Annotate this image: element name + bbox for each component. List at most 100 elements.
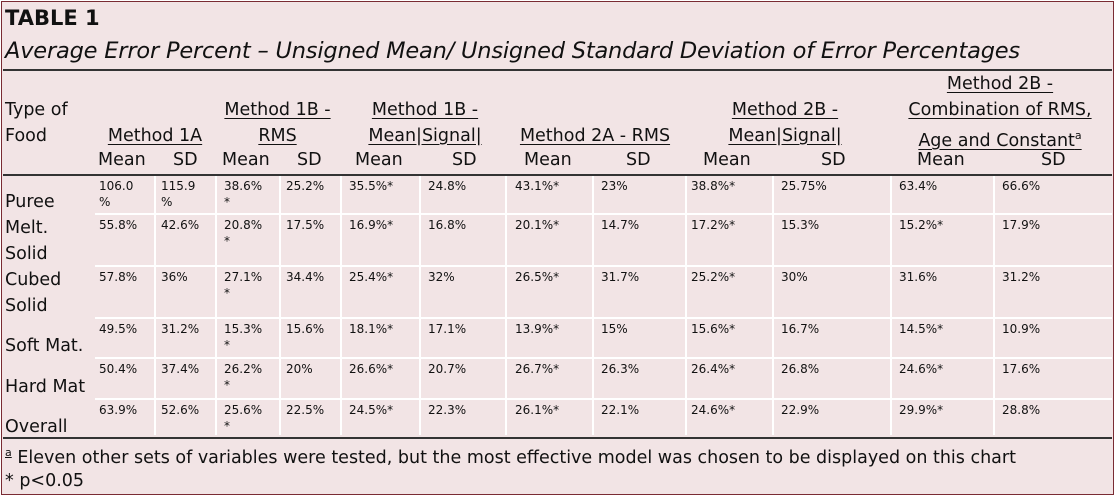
table-cell: 22.3%	[428, 403, 467, 417]
table-cell: 15.2%*	[899, 218, 944, 232]
grid-vline	[340, 176, 342, 435]
table-cell: 15.6%*	[691, 322, 736, 336]
table-cell: 24.6%*	[691, 403, 736, 417]
table-cell: 31.6%	[899, 270, 938, 284]
method-2a-header: Method 2A - RMS	[519, 126, 671, 146]
subheader-mean: Mean	[355, 150, 403, 170]
grid-vline	[592, 176, 594, 435]
table-cell: 26.1%*	[515, 403, 560, 417]
grid-vline	[154, 176, 156, 435]
table-cell: 15%	[601, 322, 628, 336]
caption-rule	[3, 69, 1112, 71]
table-cell: 35.5%*	[349, 179, 394, 193]
table-cell: 26.6%*	[349, 362, 394, 376]
table-cell: 22.1%	[601, 403, 640, 417]
table-cell: 26.4%*	[691, 362, 736, 376]
grid-hline	[95, 213, 1112, 215]
table-cell: 17.9%	[1002, 218, 1041, 232]
grid-vline	[279, 176, 281, 435]
table-cell: 16.7%	[781, 322, 820, 336]
table-cell: 43.1%*	[515, 179, 560, 193]
subheader-mean: Mean	[703, 150, 751, 170]
grid-vline	[993, 176, 995, 435]
table-cell: 26.8%	[781, 362, 820, 376]
method-2b-combo-header-3-text: Age and Constant	[918, 130, 1075, 151]
table-cell: 36%	[161, 270, 188, 284]
table-cell: 27.1% *	[224, 270, 263, 300]
subheader-mean: Mean	[917, 150, 965, 170]
table-cell: 14.7%	[601, 218, 640, 232]
table-cell: 25.2%	[286, 179, 325, 193]
method-1b-mean-header-2: Mean|Signal|	[368, 126, 482, 146]
table-cell: 17.5%	[286, 218, 325, 232]
table-cell: 37.4%	[161, 362, 200, 376]
table-cell: 49.5%	[99, 322, 138, 336]
grid-hline	[95, 398, 1112, 400]
table-cell: 31.2%	[1002, 270, 1041, 284]
grid-vline	[419, 176, 421, 435]
subheader-sd: SD	[297, 150, 322, 170]
table-cell: 26.5%*	[515, 270, 560, 284]
table-cell: 32%	[428, 270, 455, 284]
table-cell: 28.8%	[1002, 403, 1041, 417]
table-cell: 38.6% *	[224, 179, 263, 209]
method-1a-header: Method 1A	[107, 126, 203, 146]
table-cell: 42.6%	[161, 218, 200, 232]
table-cell: 22.9%	[781, 403, 820, 417]
table-cell: 16.9%*	[349, 218, 394, 232]
row-label-soft-mat: Soft Mat.	[5, 336, 84, 356]
row-label-cubed-solid-2: Solid	[5, 296, 48, 316]
table-cell: 26.7%*	[515, 362, 560, 376]
table-label: TABLE 1	[5, 6, 100, 30]
row-label-puree: Puree	[5, 192, 55, 212]
table-cell: 17.2%*	[691, 218, 736, 232]
footnote-a: a Eleven other sets of variables were te…	[5, 446, 1016, 468]
method-2b-combo-header-3: Age and Constanta	[890, 123, 1110, 154]
subheader-sd: SD	[173, 150, 198, 170]
table-cell: 25.75%	[781, 179, 827, 193]
table-cell: 63.9%	[99, 403, 138, 417]
method-2b-mean-header-1: Method 2B -	[731, 100, 839, 120]
table-cell: 31.7%	[601, 270, 640, 284]
subheader-sd: SD	[452, 150, 477, 170]
subheader-sd: SD	[821, 150, 846, 170]
grid-vline	[772, 176, 774, 435]
table-cell: 106.0 %	[99, 179, 134, 209]
subheader-sd: SD	[1041, 150, 1066, 170]
table-cell: 17.6%	[1002, 362, 1041, 376]
grid-hline	[95, 317, 1112, 319]
footer-rule	[3, 437, 1112, 439]
table-cell: 10.9%	[1002, 322, 1041, 336]
table-cell: 13.9%*	[515, 322, 560, 336]
grid-vline	[215, 176, 217, 435]
table-cell: 55.8%	[99, 218, 138, 232]
table-cell: 15.3%	[781, 218, 820, 232]
row-header-line-1: Type of	[5, 100, 68, 120]
method-1b-rms-header-2: RMS	[258, 126, 297, 146]
table-cell: 24.6%*	[899, 362, 944, 376]
table-cell: 16.8%	[428, 218, 467, 232]
table-cell: 25.2%*	[691, 270, 736, 284]
footnote-mark-a: a	[1074, 129, 1082, 142]
table-cell: 24.8%	[428, 179, 467, 193]
table-cell: 20.7%	[428, 362, 467, 376]
table-cell: 22.5%	[286, 403, 325, 417]
table-cell: 15.6%	[286, 322, 325, 336]
table-cell: 29.9%*	[899, 403, 944, 417]
table-cell: 23%	[601, 179, 628, 193]
table-cell: 34.4%	[286, 270, 325, 284]
table-cell: 31.2%	[161, 322, 200, 336]
table-cell: 20.8% *	[224, 218, 263, 248]
table-cell: 26.3%	[601, 362, 640, 376]
table-cell: 26.2% *	[224, 362, 263, 392]
row-label-melt-solid-1: Melt.	[5, 218, 49, 238]
table-cell: 15.3% *	[224, 322, 263, 352]
grid-hline	[95, 265, 1112, 267]
grid-vline	[505, 176, 507, 435]
row-label-cubed-solid-1: Cubed	[5, 270, 62, 290]
method-2b-combo-header-1: Method 2B -	[946, 74, 1054, 94]
row-label-hard-mat: Hard Mat	[5, 377, 86, 397]
table-cell: 57.8%	[99, 270, 138, 284]
method-1b-rms-header-1: Method 1B -	[224, 100, 331, 120]
